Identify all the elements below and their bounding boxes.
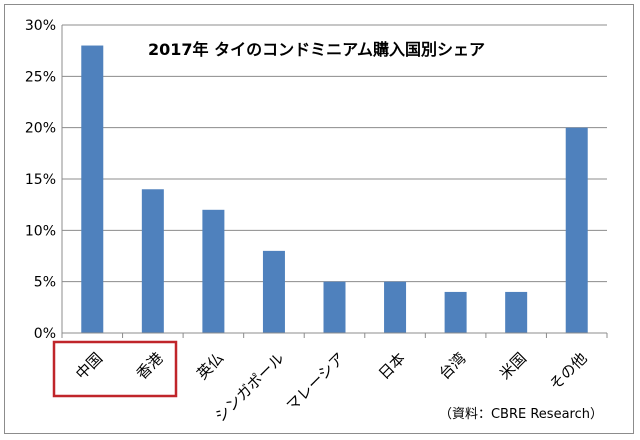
y-axis-ticks: 0% 5% 10% 15% 20% 25% 30%: [25, 18, 56, 342]
chart-title: 2017年 タイのコンドミニアム購入国別シェア: [148, 40, 485, 59]
x-tick-label: 英仏: [193, 349, 227, 383]
y-tick-label: 30%: [25, 18, 56, 34]
y-tick-label: 15%: [25, 172, 56, 188]
bar: [141, 189, 164, 333]
x-tick-label: 台湾: [435, 349, 469, 383]
bar: [202, 209, 225, 333]
y-tick-label: 5%: [34, 275, 56, 291]
bar: [262, 250, 285, 333]
y-tick-label: 10%: [25, 223, 56, 239]
axes: [61, 25, 608, 338]
x-tick-label: 中国: [72, 349, 106, 383]
y-tick-label: 0%: [34, 326, 56, 342]
x-tick-label: マレーシア: [283, 349, 349, 415]
bar: [565, 127, 588, 334]
highlight-box: [52, 340, 178, 398]
bar: [444, 291, 467, 333]
y-tick-label: 20%: [25, 121, 56, 137]
x-tick-label: 日本: [375, 349, 409, 383]
chart-frame: [4, 4, 634, 434]
x-tick-label: 香港: [133, 349, 167, 383]
x-tick-label: その他: [546, 349, 591, 394]
bar: [505, 291, 528, 333]
bar: [384, 281, 407, 333]
chart-source: （資料：CBRE Research）: [439, 407, 603, 422]
bars: [81, 45, 588, 334]
y-tick-label: 25%: [25, 69, 56, 85]
x-tick-label: 米国: [496, 349, 530, 383]
bar: [323, 281, 346, 333]
bar: [81, 45, 104, 334]
